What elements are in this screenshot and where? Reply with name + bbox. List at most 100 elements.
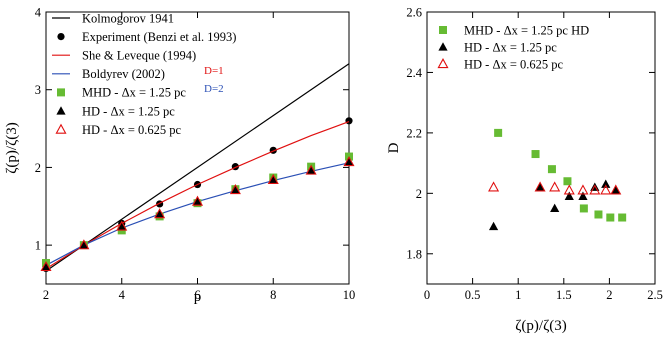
data-point: [305, 164, 317, 175]
legend-label: Boldyrev (2002): [82, 67, 165, 81]
data-point: [549, 181, 561, 192]
data-point: [594, 210, 603, 219]
annotation: D=2: [204, 83, 224, 95]
data-point: [488, 181, 500, 192]
legend-swatch: [57, 33, 65, 41]
series-1: [45, 63, 350, 272]
y-tick-label: 1: [35, 239, 41, 253]
data-point: [154, 208, 166, 219]
x-axis-label: ζ(p)/ζ(3): [515, 318, 567, 334]
y-tick-label: 2.2: [406, 126, 422, 140]
legend-swatch: [438, 42, 448, 51]
series-6: [41, 157, 354, 271]
data-point: [578, 191, 588, 200]
legend-swatch: [437, 58, 449, 69]
data-point: [230, 185, 240, 194]
x-tick-label: 0: [424, 288, 430, 302]
data-point: [610, 184, 622, 195]
legend-label: HD - Δx = 0.625 pc: [464, 57, 564, 71]
data-point: [577, 184, 589, 195]
legend-label: Experiment (Benzi et al. 1993): [82, 30, 236, 44]
data-point: [117, 221, 127, 231]
y-axis-label: D: [386, 142, 402, 153]
data-point: [494, 128, 503, 137]
legend-swatch: [57, 88, 65, 97]
legend-label: MHD - Δx = 1.25 pc: [82, 86, 186, 100]
data-point: [488, 221, 499, 231]
x-tick-label: 1: [515, 288, 521, 302]
x-tick-label: 1.5: [556, 288, 572, 302]
series-line: [45, 121, 350, 270]
data-point: [78, 239, 90, 250]
x-tick-label: 2: [43, 288, 49, 302]
legend-label: Kolmogorov 1941: [82, 11, 174, 25]
x-tick-label: 2: [606, 288, 612, 302]
y-tick-label: 2: [35, 161, 41, 175]
data-point: [534, 181, 546, 192]
legend: MHD - Δx = 1.25 pc HD HD - Δx = 1.25 pc HD…: [437, 23, 589, 71]
series-line: [45, 63, 350, 272]
data-point: [611, 185, 621, 194]
data-point: [590, 182, 600, 191]
x-axis-label: p: [194, 289, 202, 305]
series-2: [488, 179, 621, 231]
plot-frame: [426, 11, 656, 285]
data-point: [618, 213, 627, 222]
data-point: [191, 195, 204, 206]
x-tick-label: 2.5: [647, 288, 663, 302]
series-1: [494, 128, 627, 222]
data-point: [40, 260, 52, 272]
data-point: [192, 196, 203, 206]
legend: Kolmogorov 1941 Experiment (Benzi et al. …: [52, 11, 236, 137]
data-point: [79, 240, 89, 249]
legend-swatch: [55, 123, 67, 134]
legend-label: HD - Δx = 0.625 pc: [82, 123, 182, 137]
data-point: [579, 204, 588, 213]
data-point: [550, 203, 560, 213]
data-point: [563, 177, 572, 186]
legend-swatch: [439, 26, 447, 34]
chart-panel-2: 0 0.5 1 1.5 2 2.5 1.8 2 2.2 2.4 2.6 ζ(p)/ζ(3) D MHD -…: [386, 6, 663, 335]
legend-label: HD - Δx = 1.25 pc: [82, 104, 175, 118]
data-point: [229, 184, 241, 195]
data-point: [564, 191, 574, 200]
series-7: [40, 156, 355, 272]
data-point: [535, 182, 545, 191]
data-point: [155, 209, 165, 218]
x-tick-label: 4: [119, 288, 126, 302]
data-point: [267, 173, 279, 185]
y-tick-label: 2.6: [406, 6, 422, 20]
data-point: [563, 184, 575, 195]
legend-label: HD - Δx = 1.25 pc: [464, 40, 557, 54]
data-point: [606, 213, 615, 222]
y-axis-label: ζ(p)/ζ(3): [4, 122, 20, 174]
x-tick-label: 6: [194, 288, 200, 302]
y-tick-label: 4: [35, 6, 42, 20]
series-line: [45, 162, 350, 266]
data-point: [547, 165, 556, 174]
data-point: [41, 262, 51, 271]
data-point: [344, 157, 354, 166]
series-4: [45, 162, 350, 266]
data-point: [600, 184, 612, 195]
legend-label: She & Leveque (1994): [82, 49, 196, 63]
series-3: [45, 121, 350, 270]
data-point: [531, 150, 540, 159]
data-point: [343, 156, 355, 167]
data-point: [589, 184, 601, 195]
y-tick-label: 2.4: [406, 66, 422, 80]
data-point: [306, 165, 316, 175]
legend-swatch: [56, 106, 66, 115]
legend-label: MHD - Δx = 1.25 pc HD: [464, 23, 589, 37]
data-point: [601, 179, 611, 188]
data-point: [268, 175, 278, 184]
y-tick-label: 1.8: [406, 247, 422, 261]
data-point: [116, 220, 128, 231]
series-5: [42, 152, 353, 268]
y-tick-label: 3: [35, 83, 41, 97]
y-tick-label: 2: [416, 187, 422, 201]
x-tick-label: 0.5: [465, 288, 481, 302]
x-tick-label: 8: [270, 288, 276, 302]
